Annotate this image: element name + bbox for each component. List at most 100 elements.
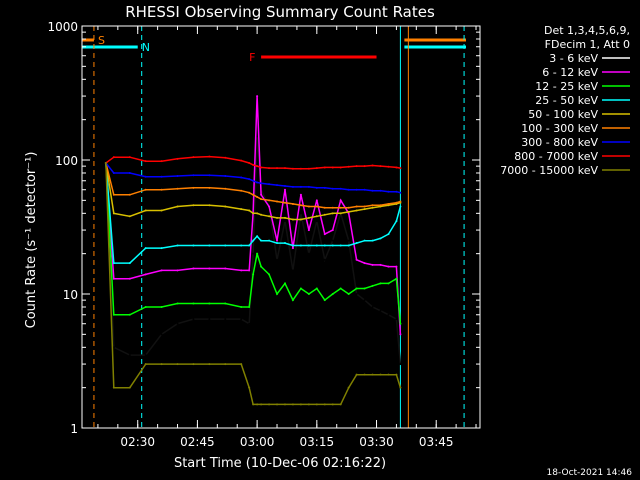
legend-header-line: FDecim 1, Att 0 — [545, 38, 630, 51]
series-point — [252, 239, 255, 242]
series-point — [379, 282, 382, 285]
series-point — [371, 305, 374, 308]
series-point — [192, 244, 195, 247]
series-point — [276, 216, 279, 219]
series-point — [260, 182, 263, 185]
series-point — [144, 175, 147, 178]
series-point — [268, 205, 271, 208]
series-point — [399, 200, 402, 203]
x-tick-label: 03:30 — [359, 435, 394, 449]
series-point — [395, 166, 398, 169]
series-point — [379, 309, 382, 312]
x-tick-label: 03:45 — [419, 435, 454, 449]
x-tick-label: 02:45 — [180, 435, 215, 449]
series-point — [176, 244, 179, 247]
x-axis-label: Start Time (10-Dec-06 02:16:22) — [174, 456, 386, 471]
series-point — [291, 269, 294, 272]
x-tick-label: 02:30 — [120, 435, 155, 449]
series-point — [248, 178, 251, 181]
legend-entry-label: 12 - 25 keV — [535, 80, 598, 93]
series-point — [331, 166, 334, 169]
legend-entry-label: 3 - 6 keV — [549, 52, 598, 65]
series-point — [371, 164, 374, 167]
series-point — [363, 239, 366, 242]
plot-area: S N F — [82, 26, 466, 428]
series-point — [371, 204, 374, 207]
series-point — [248, 305, 251, 308]
series-point — [379, 373, 382, 376]
axes: 1 10 100 1000 02:30 02:45 03:00 03:15 03:30 03:45 — [47, 20, 481, 449]
series-point — [144, 354, 147, 357]
series-point — [379, 165, 382, 168]
series-point — [379, 189, 382, 192]
series-point — [176, 322, 179, 325]
series-point — [252, 163, 255, 166]
footer-timestamp: 18-Oct-2021 14:46 — [547, 468, 633, 478]
series-point — [240, 176, 243, 179]
series-point — [307, 185, 310, 188]
series-point — [291, 185, 294, 188]
series-point — [307, 229, 310, 232]
series-line-0 — [105, 136, 402, 365]
series-point — [283, 220, 286, 223]
series-point — [112, 313, 115, 316]
series-point — [128, 313, 131, 316]
series-point — [224, 187, 227, 190]
series-point — [252, 403, 255, 406]
series-point — [240, 244, 243, 247]
series-point — [379, 237, 382, 240]
series-point — [260, 265, 263, 268]
series-point — [260, 213, 263, 216]
series-point — [291, 218, 294, 221]
series-point — [192, 156, 195, 159]
series-point — [291, 202, 294, 205]
series-point — [176, 302, 179, 305]
series-point — [355, 165, 358, 168]
series-point — [260, 239, 263, 242]
series-point — [248, 191, 251, 194]
series-line-4 — [105, 162, 401, 221]
legend-entry-label: 300 - 800 keV — [521, 136, 598, 149]
series-line-3 — [105, 162, 402, 264]
series-point — [128, 386, 131, 389]
series-point — [112, 346, 115, 349]
series-point — [355, 205, 358, 208]
series-point — [363, 188, 366, 191]
series-point — [339, 206, 342, 209]
series-point — [347, 239, 350, 242]
series-point — [355, 242, 358, 245]
series-line-8 — [105, 162, 402, 406]
series-point — [252, 193, 255, 196]
series-point — [323, 206, 326, 209]
series-point — [339, 244, 342, 247]
series-point — [339, 403, 342, 406]
series-point — [347, 212, 350, 215]
series-point — [240, 363, 243, 366]
series-point — [299, 403, 302, 406]
legend-entry-label: 6 - 12 keV — [542, 66, 598, 79]
series-point — [176, 269, 179, 272]
series-point — [276, 258, 279, 261]
series-point — [112, 212, 115, 215]
series-point — [256, 165, 259, 168]
series-point — [276, 242, 279, 245]
series-point — [339, 166, 342, 169]
series-line-2 — [105, 162, 402, 324]
series-point — [224, 174, 227, 177]
series-point — [307, 205, 310, 208]
series-point — [387, 165, 390, 168]
series-point — [160, 363, 163, 366]
series-point — [371, 189, 374, 192]
series-point — [224, 244, 227, 247]
series-point — [260, 198, 263, 201]
series-point — [399, 191, 402, 194]
series-point — [283, 188, 286, 191]
legend-entry-label: 800 - 7000 keV — [514, 150, 598, 163]
series-point — [192, 204, 195, 207]
series-point — [371, 284, 374, 287]
legend: Det 1,3,4,5,6,9,FDecim 1, Att 03 - 6 keV… — [500, 24, 630, 177]
series-point — [176, 174, 179, 177]
y-tick-label: 1000 — [47, 20, 78, 34]
series-point — [240, 269, 243, 272]
series-point — [208, 302, 211, 305]
